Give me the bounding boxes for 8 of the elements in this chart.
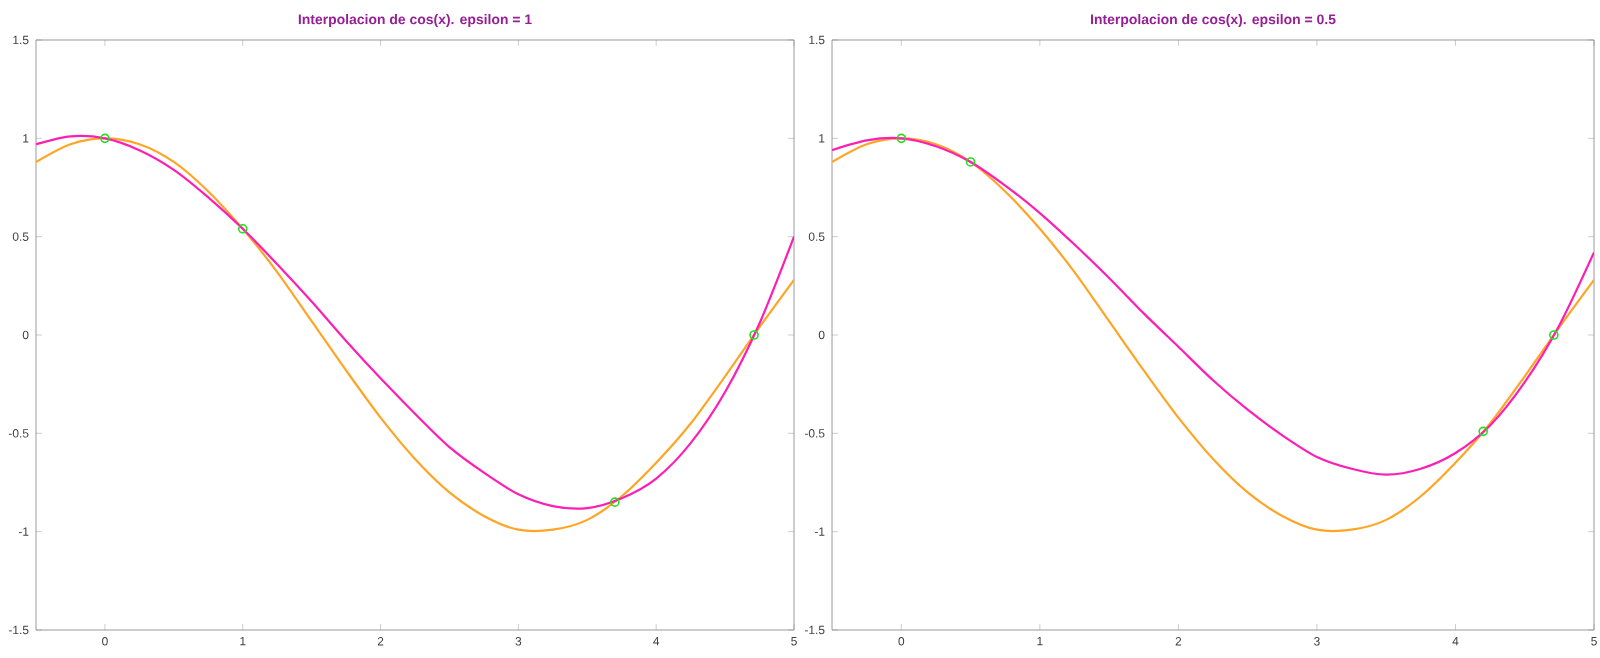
point <box>237 224 248 234</box>
point <box>610 497 620 507</box>
point <box>896 133 907 144</box>
point <box>749 330 759 340</box>
point <box>1478 426 1488 437</box>
point <box>100 133 110 144</box>
point <box>965 157 976 167</box>
point <box>1549 330 1559 340</box>
